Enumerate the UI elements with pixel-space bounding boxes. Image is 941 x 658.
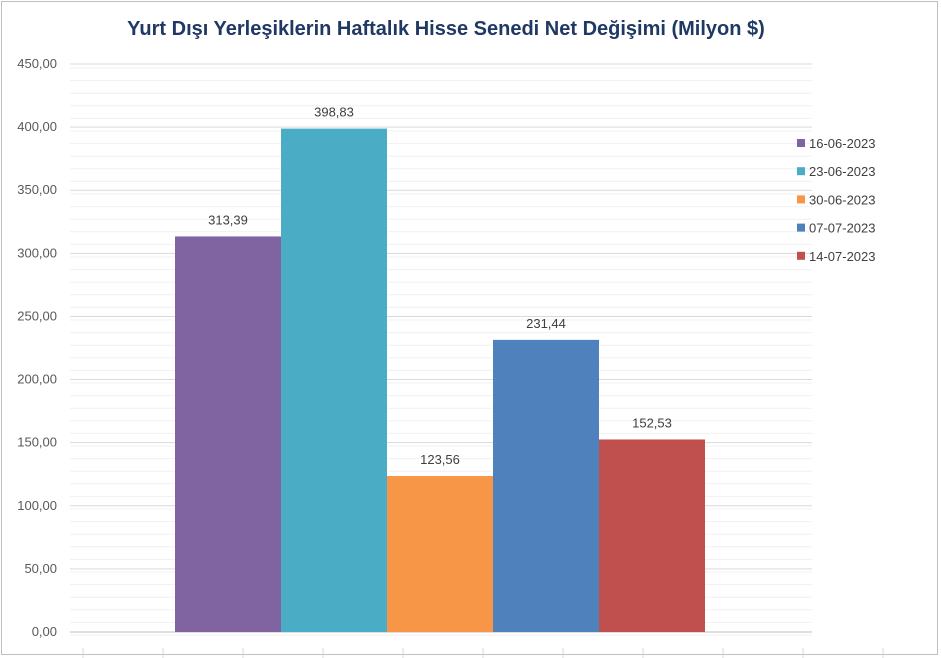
legend-entry: 07-07-2023 xyxy=(809,221,876,236)
y-tick-label: 150,00 xyxy=(17,435,57,450)
y-tick-label: 300,00 xyxy=(17,245,57,260)
y-axis-tick-labels: 0,00 50,00 100,00 150,00 200,00 250,00 300,00 3… xyxy=(17,56,57,639)
bars xyxy=(175,128,705,633)
bar-16-06-2023 xyxy=(175,236,281,632)
legend-entry: 30-06-2023 xyxy=(809,192,876,207)
data-labels: 313,39 398,83 123,56 231,44 152,53 xyxy=(208,105,672,467)
y-tick-label: 400,00 xyxy=(17,119,57,134)
legend-entry: 23-06-2023 xyxy=(809,164,876,179)
legend: 16-06-2023 23-06-2023 30-06-2023 07-07-2023… xyxy=(797,136,876,264)
legend-swatch xyxy=(797,251,805,260)
legend-entry: 14-07-2023 xyxy=(809,249,876,264)
y-tick-label: 100,00 xyxy=(17,498,57,513)
data-label: 231,44 xyxy=(526,316,566,331)
chart-title: Yurt Dışı Yerleşiklerin Haftalık Hisse S… xyxy=(127,18,765,40)
data-label: 313,39 xyxy=(208,212,248,227)
data-label: 123,56 xyxy=(420,452,460,467)
legend-swatch xyxy=(797,139,805,147)
bar-30-06-2023 xyxy=(387,476,493,632)
legend-swatch xyxy=(797,223,805,232)
legend-swatch xyxy=(797,195,805,204)
y-tick-label: 200,00 xyxy=(17,372,57,387)
bar-23-06-2023 xyxy=(281,128,387,633)
legend-swatch xyxy=(797,167,805,176)
bar-07-07-2023 xyxy=(493,339,599,632)
data-label: 398,83 xyxy=(314,105,354,120)
y-tick-label: 350,00 xyxy=(17,182,57,197)
y-tick-label: 250,00 xyxy=(17,308,57,323)
legend-entry: 16-06-2023 xyxy=(809,136,876,151)
bar-14-07-2023 xyxy=(599,439,705,632)
y-tick-label: 0,00 xyxy=(32,624,57,639)
y-tick-label: 450,00 xyxy=(17,56,57,71)
data-label: 152,53 xyxy=(632,415,672,430)
y-tick-label: 50,00 xyxy=(24,561,57,576)
